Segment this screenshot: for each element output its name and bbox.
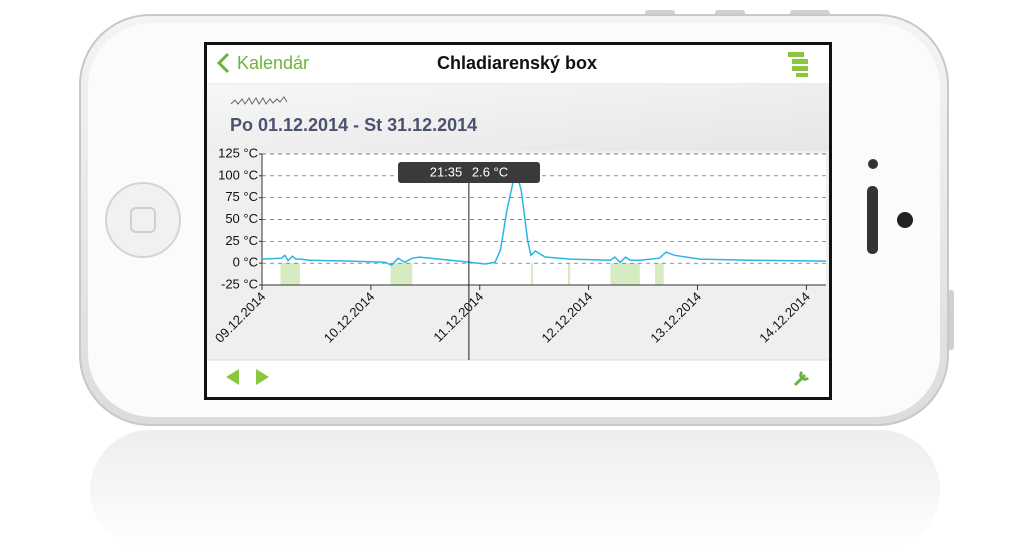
- tooltip: [398, 162, 540, 183]
- event-band: [610, 263, 640, 285]
- y-tick-label: -25 °C: [221, 276, 258, 291]
- prev-button[interactable]: [226, 369, 239, 385]
- sensor: [897, 212, 913, 228]
- screen-title: Chladiarenský box: [437, 53, 597, 73]
- y-tick-label: 0 °C: [233, 255, 258, 270]
- next-button[interactable]: [256, 369, 269, 385]
- tooltip-value: 2.6 °C: [472, 164, 508, 179]
- event-band: [567, 263, 571, 285]
- camera: [868, 159, 878, 169]
- y-tick-label: 75 °C: [225, 189, 258, 204]
- toolbar: [207, 360, 829, 397]
- user-signature: [230, 96, 288, 105]
- speaker: [867, 186, 878, 254]
- date-range: Po 01.12.2014 - St 31.12.2014: [230, 115, 477, 135]
- home-icon: [130, 207, 156, 233]
- y-tick-label: 100 °C: [218, 167, 258, 182]
- y-tick-label: 125 °C: [218, 145, 258, 160]
- y-tick-label: 25 °C: [225, 233, 258, 248]
- event-band: [280, 263, 301, 285]
- event-band: [655, 263, 664, 285]
- date-section: [207, 85, 829, 151]
- reflection: [90, 430, 940, 550]
- back-chevron[interactable]: [216, 52, 230, 74]
- y-tick-label: 50 °C: [225, 211, 258, 226]
- home-button[interactable]: [105, 182, 181, 258]
- event-band: [530, 263, 534, 285]
- event-band: [390, 263, 413, 285]
- tooltip-time: 21:35: [430, 164, 463, 179]
- menu-icon[interactable]: [788, 52, 808, 77]
- settings-button[interactable]: [793, 370, 810, 387]
- back-button[interactable]: Kalendár: [237, 53, 309, 73]
- temperature-line: [261, 173, 827, 267]
